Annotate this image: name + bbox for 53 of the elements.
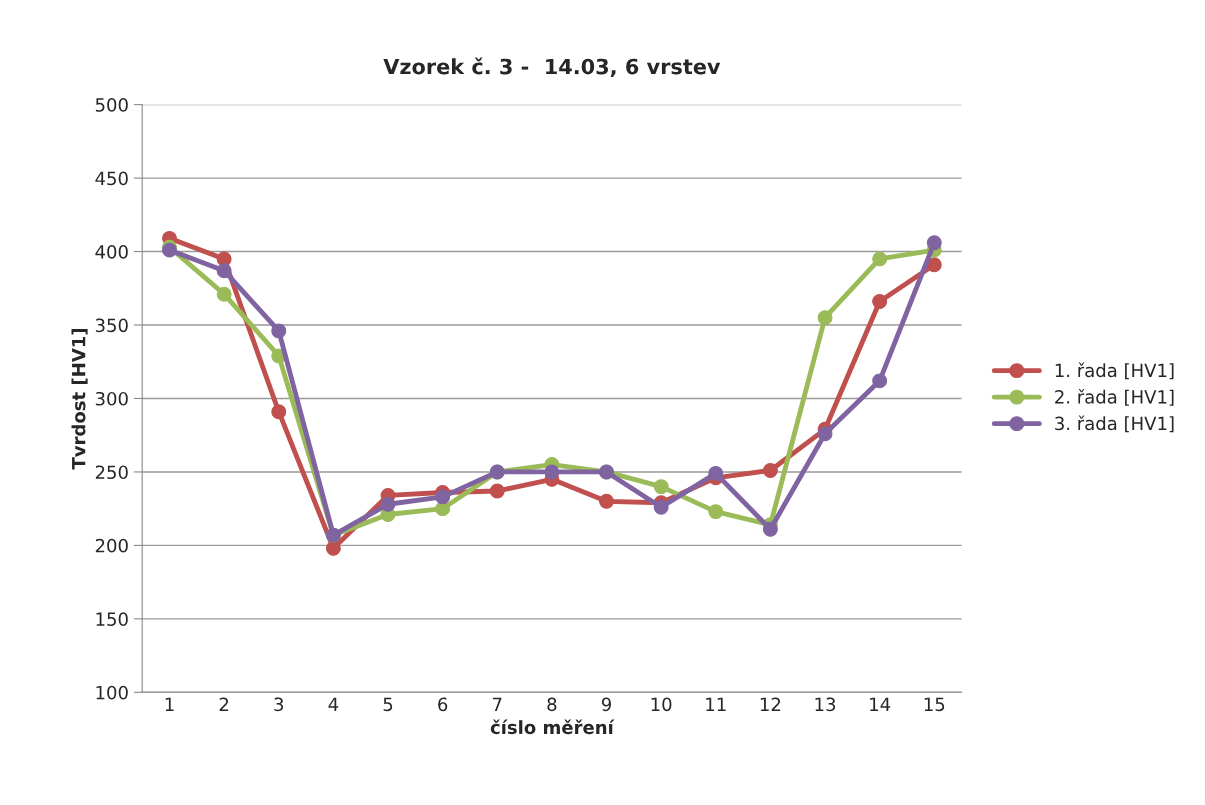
x-tick-label: 13 — [815, 697, 836, 712]
x-tick-label: 7 — [493, 697, 502, 711]
point — [762, 463, 778, 478]
y-tick-label: 350 — [95, 318, 128, 333]
point — [216, 286, 232, 302]
x-tick-label: 11 — [706, 697, 726, 711]
point — [489, 483, 505, 499]
point — [926, 257, 942, 273]
legend-label: 2. řada [HV1] — [1055, 389, 1174, 406]
point — [544, 464, 560, 480]
point — [599, 493, 614, 509]
point — [653, 479, 669, 495]
x-tick-label: 6 — [438, 697, 448, 712]
point — [708, 465, 724, 481]
point — [926, 235, 942, 251]
point — [435, 489, 451, 505]
legend-label: 1. řada [HV1] — [1055, 362, 1174, 380]
x-tick-label: 3 — [274, 697, 284, 712]
y-tick-label: 100 — [96, 685, 128, 700]
point — [380, 496, 396, 512]
x-tick-label: 12 — [760, 697, 781, 711]
x-tick-label: 14 — [870, 697, 891, 711]
x-tick-label: 8 — [547, 697, 557, 712]
point — [708, 504, 724, 520]
chart-title: Vzorek č. 3 - 14.03, 6 vrstev — [383, 57, 721, 78]
point — [872, 251, 888, 267]
x-tick-label: 2 — [219, 697, 229, 711]
y-tick-label: 300 — [95, 391, 128, 406]
point — [653, 499, 669, 515]
x-tick-label: 1 — [165, 697, 174, 711]
point — [325, 540, 341, 556]
point — [872, 373, 888, 389]
y-tick-label: 450 — [95, 171, 128, 186]
legend-label: 3. řada [HV1] — [1055, 415, 1174, 433]
x-tick-label: 9 — [601, 697, 611, 712]
x-tick-label: 15 — [924, 697, 945, 712]
y-axis-title: Tvrdost [HV1] — [71, 328, 88, 470]
point — [762, 521, 778, 537]
point — [872, 294, 888, 309]
point — [271, 323, 287, 339]
x-axis-title: číslo měření — [490, 719, 615, 735]
y-tick-label: 200 — [95, 538, 128, 553]
point — [216, 263, 232, 279]
point — [817, 426, 833, 442]
point — [817, 310, 833, 326]
y-tick-label: 150 — [96, 612, 128, 626]
x-tick-label: 5 — [383, 697, 393, 712]
x-tick-label: 4 — [328, 697, 339, 711]
y-tick-label: 400 — [95, 245, 128, 259]
x-tick-label: 10 — [651, 697, 672, 712]
y-tick-label: 250 — [95, 465, 128, 480]
point — [271, 404, 287, 420]
y-tick-label: 500 — [95, 98, 128, 112]
